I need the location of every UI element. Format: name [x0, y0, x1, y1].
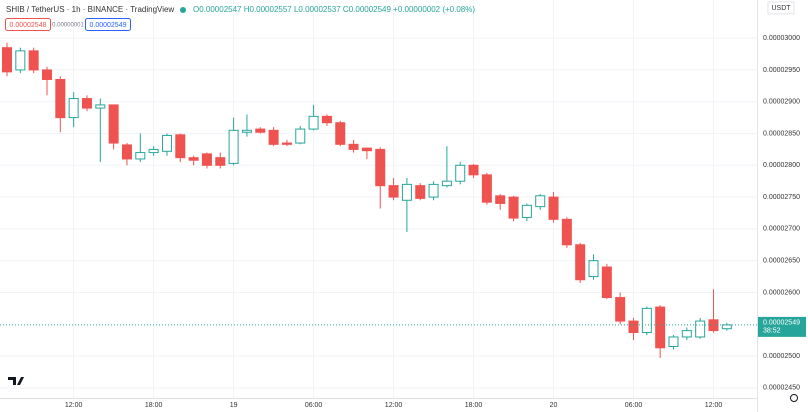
candle-body [308, 115, 319, 130]
last-price-label: 0.00002549 [763, 320, 800, 327]
y-tick-label: 0.00002600 [763, 289, 800, 296]
candle-body [615, 297, 626, 322]
ask-price[interactable]: 0.00002549 [90, 22, 127, 29]
candle-body [495, 195, 506, 204]
x-tick-label: 12:00 [705, 402, 723, 409]
candle-body [255, 128, 266, 133]
candle-body [68, 98, 79, 119]
y-tick-label: 0.00002750 [763, 194, 800, 201]
sell-box[interactable] [5, 18, 51, 31]
y-tick-label: 0.00002850 [763, 130, 800, 137]
candle-body [721, 324, 732, 330]
candle-body [415, 185, 426, 199]
candle-body [201, 153, 212, 166]
y-tick-label: 0.00002500 [763, 353, 800, 360]
candle-body [481, 174, 492, 203]
candle-body [2, 47, 12, 73]
y-tick-label: 0.00002650 [763, 258, 800, 265]
candle-body [268, 129, 279, 145]
candle-body [548, 196, 559, 220]
candle-body [428, 183, 439, 198]
candle-body [588, 260, 599, 278]
y-tick-label: 0.00002450 [763, 385, 800, 392]
candle-body [361, 147, 372, 152]
candle-body [121, 144, 132, 160]
candle-body [28, 50, 39, 71]
x-tick-label: 12:00 [65, 402, 83, 409]
candle-body [628, 320, 639, 334]
x-tick-label: 18:00 [145, 402, 163, 409]
candle-body [148, 148, 159, 154]
candle-body [668, 336, 679, 348]
reset-scale[interactable] [790, 394, 798, 402]
y-tick-label: 0.00002800 [763, 162, 800, 169]
x-tick-label: 19 [230, 402, 238, 409]
candle-body [708, 319, 719, 332]
logo[interactable] [8, 377, 24, 385]
currency[interactable]: USDT [771, 5, 791, 12]
x-tick-label: 06:00 [625, 402, 643, 409]
countdown: 38:52 [763, 328, 781, 335]
candle-body [161, 134, 172, 152]
candle-body [281, 142, 292, 145]
candle-body [228, 129, 239, 164]
candle-body [388, 185, 399, 198]
candle-body [401, 183, 412, 201]
candle-body [335, 122, 346, 145]
symbol-title: SHIB / TetherUS · 1h · BINANCE · Trading… [6, 5, 174, 14]
candle-body [55, 78, 66, 119]
candle-body [188, 157, 199, 161]
buy-box[interactable] [85, 18, 131, 31]
candle-body [295, 128, 306, 144]
ohlc-values: O0.00002547 H0.00002557 L0.00002537 C0.0… [193, 5, 475, 14]
candle-body [508, 196, 519, 219]
candle-body [95, 104, 106, 109]
x-tick-label: 20 [550, 402, 558, 409]
currency-box[interactable] [767, 1, 795, 15]
candle-body [455, 164, 466, 182]
candle-body [15, 50, 26, 71]
candle-body [135, 152, 146, 160]
candle-body [375, 148, 386, 187]
candle-body [41, 69, 52, 80]
candle-body [695, 320, 706, 338]
x-tick-label: 06:00 [305, 402, 323, 409]
spread: 0.00000001 [52, 23, 84, 29]
plot-area [0, 0, 757, 398]
x-tick-label: 18:00 [465, 402, 483, 409]
candle-body [655, 306, 666, 349]
x-tick-label: 12:00 [385, 402, 403, 409]
candle-body [348, 143, 359, 150]
candle-body [521, 204, 532, 218]
candle-body [601, 266, 612, 299]
candle-body [641, 307, 652, 334]
candle-body [561, 218, 572, 246]
candle-body [441, 180, 452, 187]
y-tick-label: 0.00002900 [763, 99, 800, 106]
candle-body [321, 115, 332, 124]
candle-body [81, 98, 92, 109]
candle-body [108, 104, 119, 144]
market-status [180, 7, 186, 13]
candle-body [535, 195, 546, 208]
y-tick-label: 0.00003000 [763, 35, 800, 42]
candle-body [575, 244, 586, 281]
y-tick-label: 0.00002950 [763, 67, 800, 74]
last-price-box [758, 316, 806, 337]
candle-body [215, 157, 226, 166]
y-tick-label: 0.00002700 [763, 226, 800, 233]
candle-body [681, 330, 692, 338]
candle-body [241, 129, 252, 133]
candle-body [468, 164, 479, 176]
candle-body [175, 134, 186, 159]
bid-price[interactable]: 0.00002548 [10, 22, 47, 29]
